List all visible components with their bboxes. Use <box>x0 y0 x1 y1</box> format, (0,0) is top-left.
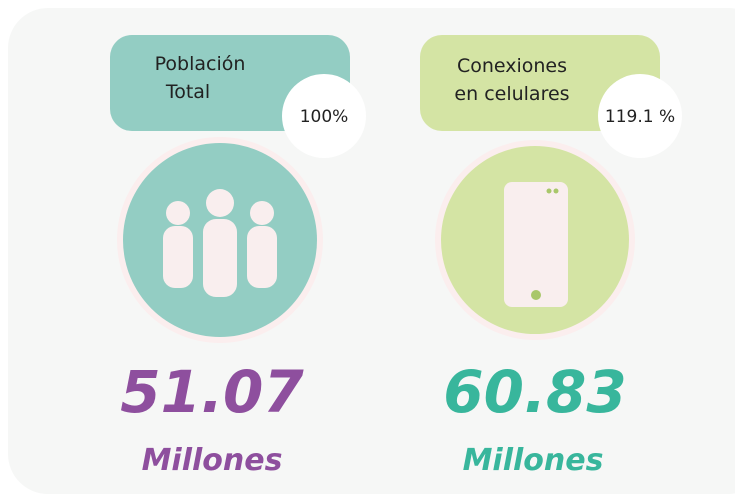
label-line: Total <box>165 81 210 103</box>
percent: 100% <box>300 107 349 127</box>
percent-badge <box>598 74 682 158</box>
value: 60.83 <box>443 358 626 426</box>
unit: Millones <box>463 443 604 478</box>
label-line: Población <box>155 53 246 75</box>
percent-badge <box>282 74 366 158</box>
phone-icon <box>504 182 568 307</box>
value: 51.07 <box>120 358 304 426</box>
label-line: Conexiones <box>457 55 567 77</box>
card-connections: Conexiones en celulares 119.1 % 60.83 Mi… <box>420 35 682 478</box>
people-icon <box>163 189 277 297</box>
percent: 119.1 % <box>605 107 675 127</box>
label-line: en celulares <box>454 83 569 105</box>
unit: Millones <box>142 443 283 478</box>
card-population: Población Total 100% 51.07 Millones <box>110 35 366 478</box>
